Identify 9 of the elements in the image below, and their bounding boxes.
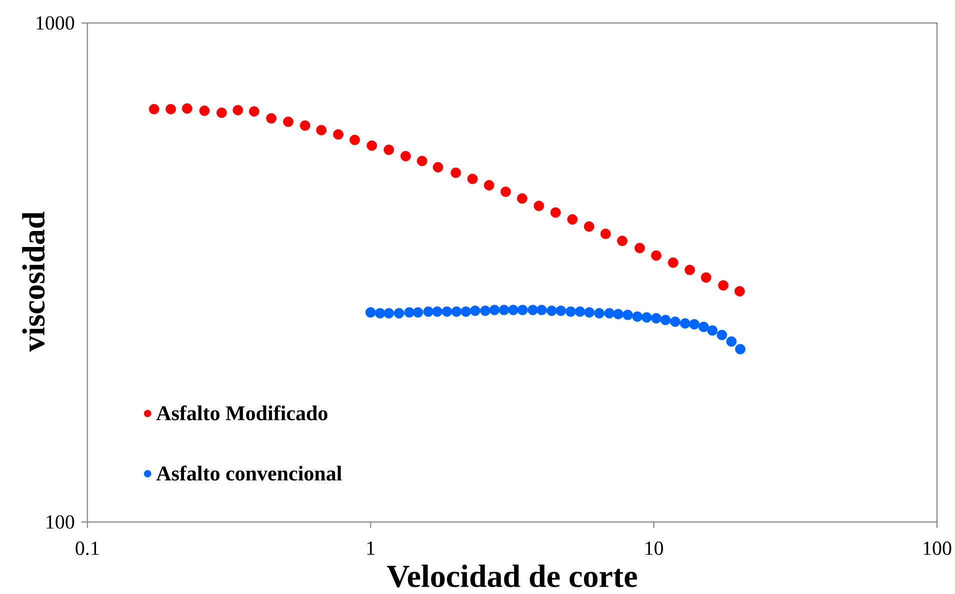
x-tick-label: 100 (924, 542, 952, 556)
legend-label: Asfalto Modificado (156, 405, 328, 420)
x-axis-title: Velocidad de corte (386, 564, 637, 588)
x-tick-label: 10 (646, 542, 664, 556)
x-tick-label: 0.1 (76, 542, 99, 556)
legend-label: Asfalto convencional (156, 466, 342, 481)
x-tick-label: 1 (367, 542, 374, 555)
y-axis-title: viscosidad (22, 212, 45, 352)
y-tick-label: 1000 (36, 16, 74, 30)
